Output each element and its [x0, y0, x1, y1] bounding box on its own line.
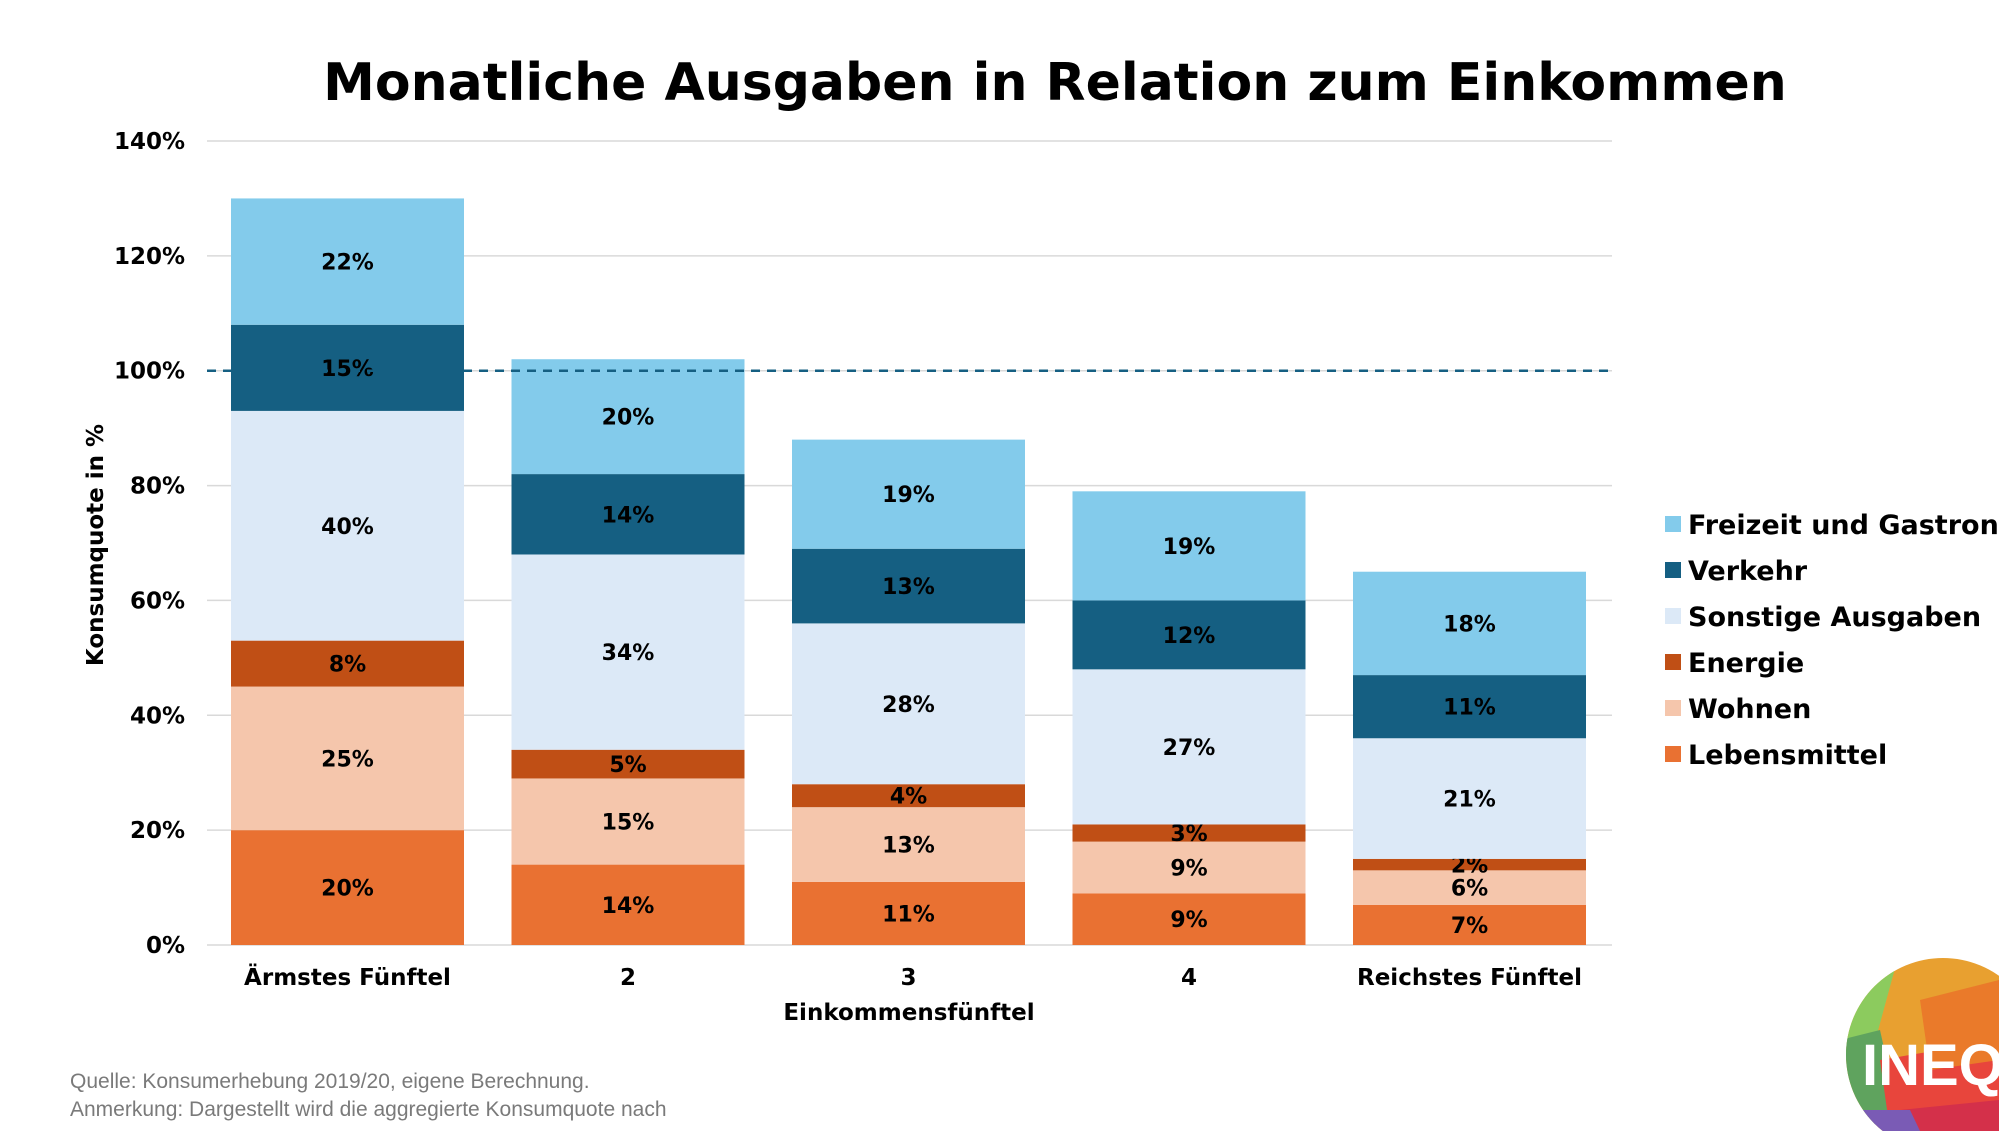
- bar-segment: [1072, 893, 1306, 945]
- legend-label: Sonstige Ausgaben: [1688, 602, 1981, 633]
- data-label: 40%: [321, 515, 374, 540]
- data-label: 5%: [609, 753, 646, 778]
- data-label: 21%: [1443, 788, 1496, 813]
- bar-segment: [231, 410, 464, 641]
- data-label: 14%: [602, 894, 655, 919]
- bar-segment: [1353, 904, 1586, 945]
- bar-segment: [1072, 841, 1306, 894]
- data-label: 4%: [890, 785, 927, 810]
- svg-text:INEQ: INEQ: [1862, 1033, 1999, 1098]
- source-note: Quelle: Konsumerhebung 2019/20, eigene B…: [70, 1070, 590, 1093]
- bar-segment: [511, 749, 745, 779]
- data-label: 11%: [1443, 696, 1496, 721]
- bar-segment: [792, 548, 1025, 624]
- data-label: 20%: [321, 877, 374, 902]
- bar-segment: [792, 881, 1025, 945]
- y-tick-label: 100%: [114, 359, 185, 385]
- data-label: 15%: [602, 811, 655, 836]
- legend-swatch: [1665, 654, 1681, 670]
- legend-label: Lebensmittel: [1688, 740, 1887, 771]
- x-tick-label: 3: [900, 965, 916, 991]
- legend-swatch: [1665, 516, 1681, 532]
- data-label: 19%: [882, 483, 935, 508]
- bar-segment: [1353, 870, 1586, 905]
- data-label: 19%: [1163, 535, 1216, 560]
- data-label: 27%: [1163, 736, 1216, 761]
- legend-label: Freizeit und Gastronom: [1688, 510, 1999, 541]
- data-label: 11%: [882, 902, 935, 927]
- bar-segment: [1353, 738, 1586, 859]
- bar-segment: [792, 623, 1025, 785]
- bar-segment: [511, 359, 745, 475]
- y-tick-label: 60%: [130, 588, 185, 614]
- y-tick-label: 80%: [130, 474, 185, 500]
- data-label: 13%: [882, 834, 935, 859]
- data-label: 13%: [882, 575, 935, 600]
- y-tick-label: 20%: [130, 818, 185, 844]
- data-label: 7%: [1451, 914, 1488, 939]
- bar-segment: [231, 640, 464, 687]
- bar-segment: [511, 474, 745, 555]
- legend-swatch: [1665, 700, 1681, 716]
- data-label: 3%: [1170, 822, 1207, 847]
- data-label: 20%: [602, 406, 655, 431]
- chart-title: Monatliche Ausgaben in Relation zum Eink…: [323, 53, 1787, 113]
- data-label: 6%: [1451, 877, 1488, 902]
- legend-swatch: [1665, 746, 1681, 762]
- legend-swatch: [1665, 608, 1681, 624]
- legend-label: Energie: [1688, 648, 1804, 679]
- bar-segment: [1353, 675, 1586, 739]
- data-label: 9%: [1170, 856, 1207, 881]
- remark-note: Anmerkung: Dargestellt wird die aggregie…: [70, 1098, 667, 1121]
- bar-segment: [231, 830, 464, 945]
- bar-segment: [1072, 600, 1306, 670]
- y-tick-label: 120%: [114, 244, 185, 270]
- data-label: 14%: [602, 503, 655, 528]
- y-tick-label: 140%: [114, 129, 185, 155]
- ineq-logo: INEQ: [1846, 958, 1999, 1131]
- bar-segment: [792, 807, 1025, 882]
- bar-segment: [1072, 824, 1306, 842]
- data-label: 12%: [1163, 624, 1216, 649]
- bar-segment: [1353, 858, 1586, 871]
- bar-segment: [231, 324, 464, 411]
- bar-segment: [231, 686, 464, 831]
- bar-segment: [511, 554, 745, 750]
- legend-label: Verkehr: [1688, 556, 1808, 587]
- y-tick-label: 40%: [130, 703, 185, 729]
- x-tick-label: Reichstes Fünftel: [1357, 965, 1582, 991]
- data-label: 15%: [321, 357, 374, 382]
- bar-segment: [792, 439, 1025, 549]
- legend-label: Wohnen: [1688, 694, 1811, 725]
- y-axis-label: Konsumquote in %: [83, 424, 109, 666]
- data-label: 34%: [602, 641, 655, 666]
- x-axis-label: Einkommensfünftel: [783, 1000, 1034, 1026]
- legend-swatch: [1665, 562, 1681, 578]
- x-tick-label: 2: [620, 965, 636, 991]
- bar-segment: [511, 864, 745, 945]
- bar-segment: [792, 784, 1025, 808]
- data-label: 28%: [882, 693, 935, 718]
- data-label: 9%: [1170, 908, 1207, 933]
- data-label: 22%: [321, 251, 374, 276]
- data-label: 18%: [1443, 612, 1496, 637]
- bar-segment: [1072, 669, 1306, 825]
- x-tick-label: Ärmstes Fünftel: [244, 963, 451, 991]
- data-label: 8%: [329, 653, 366, 678]
- y-tick-label: 0%: [146, 933, 185, 959]
- data-label: 25%: [321, 747, 374, 772]
- bar-segment: [231, 198, 464, 325]
- bar-segment: [511, 778, 745, 865]
- x-tick-label: 4: [1181, 965, 1197, 991]
- bar-segment: [1072, 491, 1306, 601]
- bar-segment: [1353, 571, 1586, 676]
